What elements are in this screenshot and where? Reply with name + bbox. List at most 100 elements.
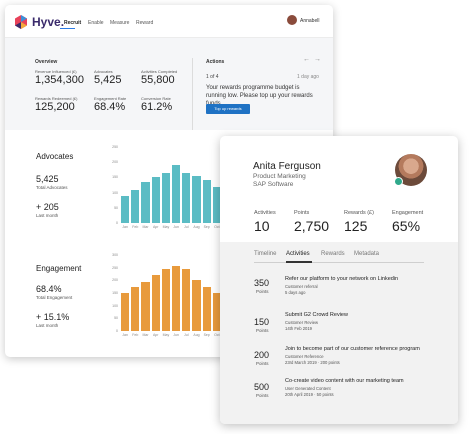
x-tick-label: Jul [184,333,189,337]
activity-type: Customer referral [285,284,318,289]
tab-timeline[interactable]: Timeline [254,251,277,257]
nav-enable[interactable]: Enable [88,20,104,26]
activity-title[interactable]: Join to become part of our customer refe… [285,346,420,352]
x-tick-label: Apr [152,333,159,337]
overview-panel: Overview Revenue Influenced (£) 1,354,30… [5,38,333,130]
y-tick-label: 250 [112,265,118,270]
stat-label: Engagement Rate [94,96,127,101]
top-up-rewards-button[interactable]: Top up rewards [206,104,250,114]
x-tick-label: Jun [173,333,179,337]
profile-stat-value: 2,750 [294,218,330,234]
tab-rewards[interactable]: Rewards [321,251,345,257]
activity-type: Customer Reference [285,354,324,359]
profile-stat-label: Engagement [392,210,424,216]
chart-bar [202,286,211,331]
x-tick-label: Feb [132,333,139,337]
tab-divider [254,262,424,263]
stat-value: 61.2% [141,101,173,113]
profile-name: Anita Ferguson [253,161,321,172]
x-tick-label: Jul [184,225,189,229]
y-tick-label: 0 [116,221,118,225]
advocate-profile-card: Anita Ferguson Product Marketing SAP Sof… [220,136,458,424]
actions-title: Actions [206,59,225,65]
y-tick-label: 200 [112,160,118,165]
stat-label: Activities Completed [141,69,178,74]
stat-value: 68.4% [94,101,126,113]
x-tick-label: Oct [214,333,220,337]
stat-label: Rewards Redeemed (£) [35,96,78,101]
x-tick-label: May [162,333,170,337]
y-tick-label: 50 [114,316,118,321]
engagement-rate-label: Total Engagement [36,295,73,300]
chart-bar [161,172,171,223]
profile-stat-label: Activities [254,210,276,216]
activity-points-label: Points [256,393,269,398]
stat-value: 125,200 [35,101,75,113]
stat-value: 55,800 [141,74,175,86]
engagement-change-label: Last month [36,323,59,328]
action-time: 1 day ago [297,74,319,80]
chart-bar [131,286,140,331]
stat-label: Conversion Rate [141,96,171,101]
nav-reward[interactable]: Reward [136,20,154,26]
activity-points-label: Points [256,328,269,333]
online-status-icon [394,177,403,186]
hyve-logo-icon [15,15,27,29]
activity-date: 5 days ago [285,290,306,295]
profile-role: Product Marketing [253,173,306,180]
x-tick-label: Jan [122,225,128,229]
tab-activities[interactable]: Activities [286,251,310,257]
y-tick-label: 100 [112,190,118,195]
brand-name: Hyve. [32,15,65,29]
chart-bar [161,268,171,331]
y-tick-label: 150 [112,291,118,295]
chart-bar [141,281,150,331]
y-tick-label: 150 [112,175,118,180]
chart-bar [192,175,201,223]
advocates-change-label: Last month [36,213,59,218]
tab-metadata[interactable]: Metadata [354,251,380,257]
action-counter: 1 of 4 [206,74,219,80]
engagement-change: + 15.1% [36,312,70,322]
tab-active-indicator [286,261,312,263]
arrow-left-icon[interactable]: ← [303,56,310,63]
advocates-total: 5,425 [36,174,59,184]
activity-title[interactable]: Refer our platform to your network on Li… [285,276,399,282]
profile-stat-label: Points [294,210,310,216]
avatar[interactable] [287,15,297,25]
chart-bar [182,172,191,223]
arrow-right-icon[interactable]: → [314,56,321,63]
profile-stat-label: Rewards (£) [344,210,374,216]
stat-value: 1,354,300 [35,74,84,86]
x-tick-label: Sep [203,333,210,337]
engagement-rate: 68.4% [36,284,62,294]
overview-title: Overview [35,59,58,65]
y-tick-label: 200 [112,278,118,283]
advocates-total-label: Total Advocates [36,185,68,190]
nav-active-indicator [60,28,75,29]
engagement-title: Engagement [36,264,82,273]
advocates-change: + 205 [36,202,59,212]
activity-points-label: Points [256,289,269,294]
activity-date: 14th Feb 2019 [285,326,313,331]
profile-stat-value: 65% [392,218,421,234]
chart-bar [120,195,130,223]
user-name[interactable]: Annabell [300,18,320,24]
activity-title[interactable]: Co-create video content with our marketi… [285,378,404,384]
nav-recruit[interactable]: Recruit [64,20,82,26]
chart-bar [131,189,140,223]
stat-label: Revenue Influenced (£) [35,69,77,74]
chart-bar [212,186,222,223]
nav-measure[interactable]: Measure [110,20,130,26]
x-tick-label: Aug [193,333,200,337]
x-tick-label: Mar [142,225,149,229]
y-tick-label: 250 [112,145,118,149]
top-navigation: Hyve. Recruit Enable Measure Reward Anna… [5,5,333,38]
activity-title[interactable]: Submit G2 Crowd Review [285,312,348,318]
x-tick-label: Mar [142,333,149,337]
stat-label: Advocates [94,69,113,74]
activity-points-label: Points [256,361,269,366]
x-tick-label: Aug [193,225,200,229]
activity-date: 23rd March 2019 · 200 points [285,360,340,365]
profile-company: SAP Software [253,181,294,188]
